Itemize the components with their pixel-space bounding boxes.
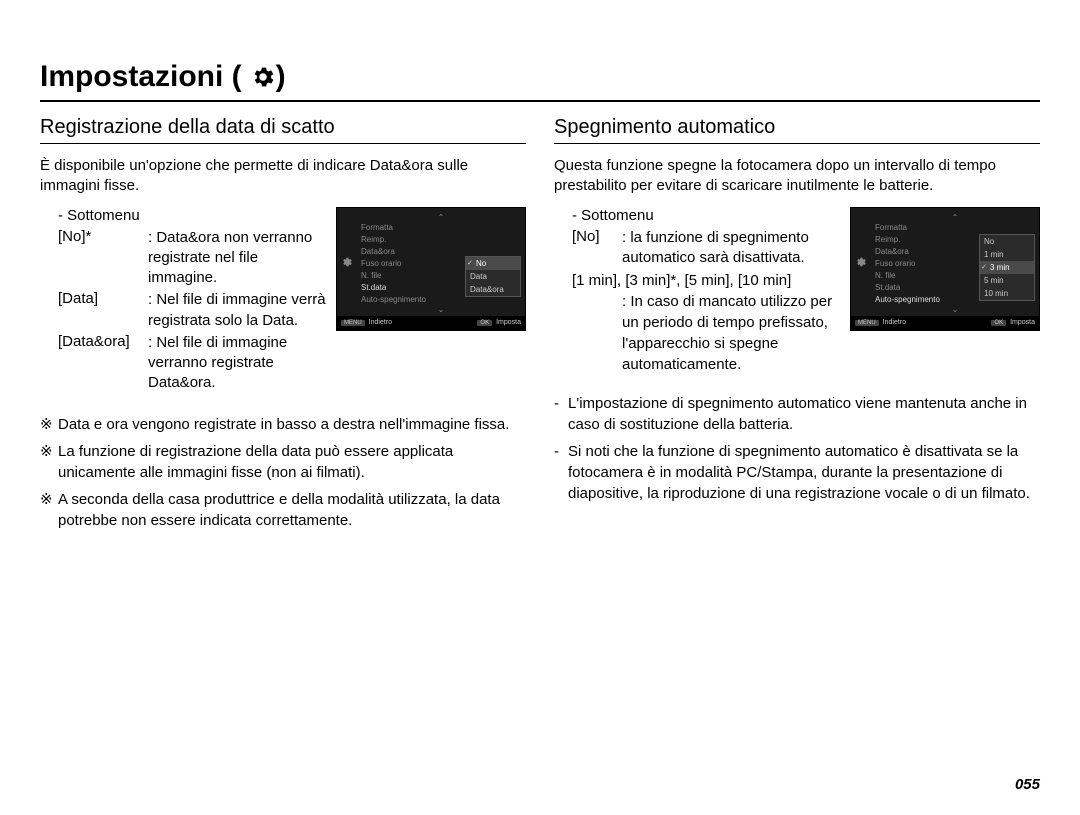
popup-option: ✓3 min	[980, 261, 1034, 274]
note-marker: ※	[40, 414, 58, 435]
def-val: : Data&ora non verranno registrate nel f…	[148, 228, 326, 289]
right-notes: - L'impostazione di spegnimento automati…	[554, 393, 1040, 504]
note-row: ※ La funzione di registrazione della dat…	[40, 441, 526, 483]
note-text: La funzione di registrazione della data …	[58, 441, 526, 483]
screenshot-footer: MENU Indietro OK Imposta	[851, 316, 1039, 330]
note-text: L'impostazione di spegnimento automatico…	[568, 393, 1040, 435]
right-heading: Spegnimento automatico	[554, 116, 1040, 144]
def-row: [Data] : Nel file di immagine verrà regi…	[58, 290, 326, 331]
def-val: : Nel file di immagine verranno registra…	[148, 333, 326, 394]
def-key: [Data&ora]	[58, 333, 148, 394]
left-intro: È disponibile un'opzione che permette di…	[40, 156, 526, 197]
menu-item: Formatta	[361, 222, 521, 234]
footer-back-label: Indietro	[369, 319, 392, 326]
popup-option: 1 min	[980, 248, 1034, 261]
note-text: A seconda della casa produttrice e della…	[58, 489, 526, 531]
ok-button-icon: OK	[991, 320, 1006, 326]
dash-marker: -	[554, 441, 568, 504]
footer-back-label: Indietro	[883, 319, 906, 326]
note-row: - L'impostazione di spegnimento automati…	[554, 393, 1040, 435]
popup-option-label: 3 min	[990, 263, 1010, 272]
right-column: Spegnimento automatico Questa funzione s…	[554, 116, 1040, 537]
chevron-down-icon: ⌄	[875, 306, 1035, 314]
popup-option: Data	[466, 270, 520, 283]
chevron-up-icon: ⌃	[875, 214, 1035, 222]
check-icon: ✓	[981, 263, 987, 271]
gear-icon	[250, 64, 276, 90]
page-title-row: Impostazioni ( )	[40, 60, 1040, 102]
popup-option: 10 min	[980, 287, 1034, 300]
right-options-desc: : In caso di mancato utilizzo per un per…	[622, 291, 862, 375]
note-text: Si noti che la funzione di spegnimento a…	[568, 441, 1040, 504]
popup-option-label: No	[476, 259, 486, 268]
gear-icon	[337, 208, 357, 316]
popup-option: 5 min	[980, 274, 1034, 287]
def-row: [Data&ora] : Nel file di immagine verran…	[58, 333, 326, 394]
def-row: [No]* : Data&ora non verranno registrate…	[58, 228, 326, 289]
dash-marker: -	[554, 393, 568, 435]
left-screenshot: ⌃ Formatta Reimp. Data&ora Fuso orario N…	[336, 207, 526, 331]
popup-list: ✓No Data Data&ora	[465, 256, 521, 297]
page-number: 055	[1015, 776, 1040, 793]
def-key: [No]	[572, 228, 622, 269]
left-notes: ※ Data e ora vengono registrate in basso…	[40, 414, 526, 531]
menu-item: Reimp.	[361, 234, 521, 246]
right-screenshot: ⌃ Formatta Reimp. Data&ora Fuso orario N…	[850, 207, 1040, 331]
def-key: [No]*	[58, 228, 148, 289]
ok-button-icon: OK	[477, 320, 492, 326]
left-column: Registrazione della data di scatto È dis…	[40, 116, 526, 537]
footer-ok-label: Imposta	[496, 319, 521, 326]
note-row: ※ A seconda della casa produttrice e del…	[40, 489, 526, 531]
menu-item: Formatta	[875, 222, 1035, 234]
popup-option: ✓No	[466, 257, 520, 270]
page-title: Impostazioni (	[40, 60, 242, 94]
right-intro: Questa funzione spegne la fotocamera dop…	[554, 156, 1040, 197]
screenshot-footer: MENU Indietro OK Imposta	[337, 316, 525, 330]
menu-button-icon: MENU	[341, 320, 365, 326]
menu-button-icon: MENU	[855, 320, 879, 326]
note-marker: ※	[40, 441, 58, 483]
popup-list: No 1 min ✓3 min 5 min 10 min	[979, 234, 1035, 301]
check-icon: ✓	[467, 259, 473, 267]
page-title-close: )	[276, 60, 286, 94]
popup-option: No	[980, 235, 1034, 248]
def-val: : la funzione di spegnimento automatico …	[622, 228, 840, 269]
footer-ok-label: Imposta	[1010, 319, 1035, 326]
popup-option: Data&ora	[466, 283, 520, 296]
note-marker: ※	[40, 489, 58, 531]
def-key: [Data]	[58, 290, 148, 331]
chevron-down-icon: ⌄	[361, 306, 521, 314]
note-row: - Si noti che la funzione di spegnimento…	[554, 441, 1040, 504]
def-val: : Nel file di immagine verrà registrata …	[148, 290, 326, 331]
chevron-up-icon: ⌃	[361, 214, 521, 222]
note-row: ※ Data e ora vengono registrate in basso…	[40, 414, 526, 435]
def-row: [No] : la funzione di spegnimento automa…	[572, 228, 840, 269]
left-heading: Registrazione della data di scatto	[40, 116, 526, 144]
note-text: Data e ora vengono registrate in basso a…	[58, 414, 526, 435]
gear-icon	[851, 208, 871, 316]
